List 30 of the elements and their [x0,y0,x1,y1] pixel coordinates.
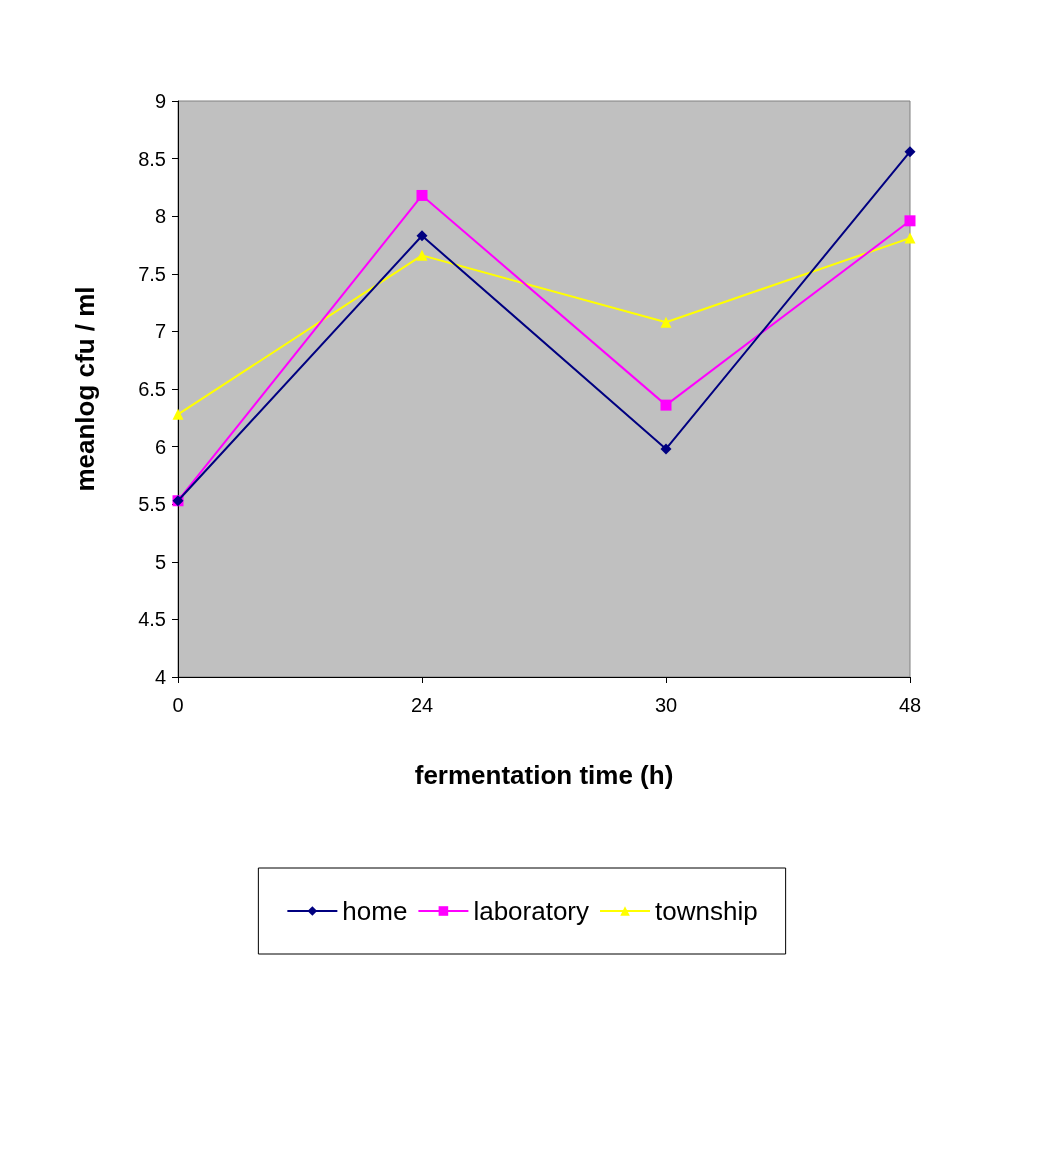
y-tick-label: 6.5 [138,378,166,400]
point [660,316,672,328]
y-tick-label: 5.5 [138,493,166,516]
legend-label: township [655,896,758,926]
point [416,189,428,201]
y-tick-label: 6 [154,435,166,458]
point [660,399,672,411]
y-axis-title: meanlog cfu / ml [70,286,100,492]
y-tick-label: 7.5 [138,262,166,285]
x-tick-label: 24 [410,694,434,716]
legend-label: home [342,896,408,926]
point [416,249,428,261]
y-tick-label: 4.5 [138,608,166,631]
y-tick-label: 5 [154,550,166,573]
point [904,232,916,244]
x-axis-title: fermentation time (h) [414,760,674,790]
point [172,408,184,420]
y-tick-label: 7 [154,320,166,343]
point [660,443,672,455]
y-tick-label: 8 [154,205,166,228]
x-tick-label: 0 [172,694,184,716]
point [416,230,428,242]
y-tick-label: 8.5 [138,147,166,170]
y-tick-label: 4 [154,666,166,688]
x-tick-label: 30 [654,694,678,716]
y-tick-label: 9 [154,90,166,112]
point [904,215,916,227]
point [904,146,916,158]
x-tick-label: 48 [898,694,922,716]
legend-label: laboratory [473,896,590,926]
